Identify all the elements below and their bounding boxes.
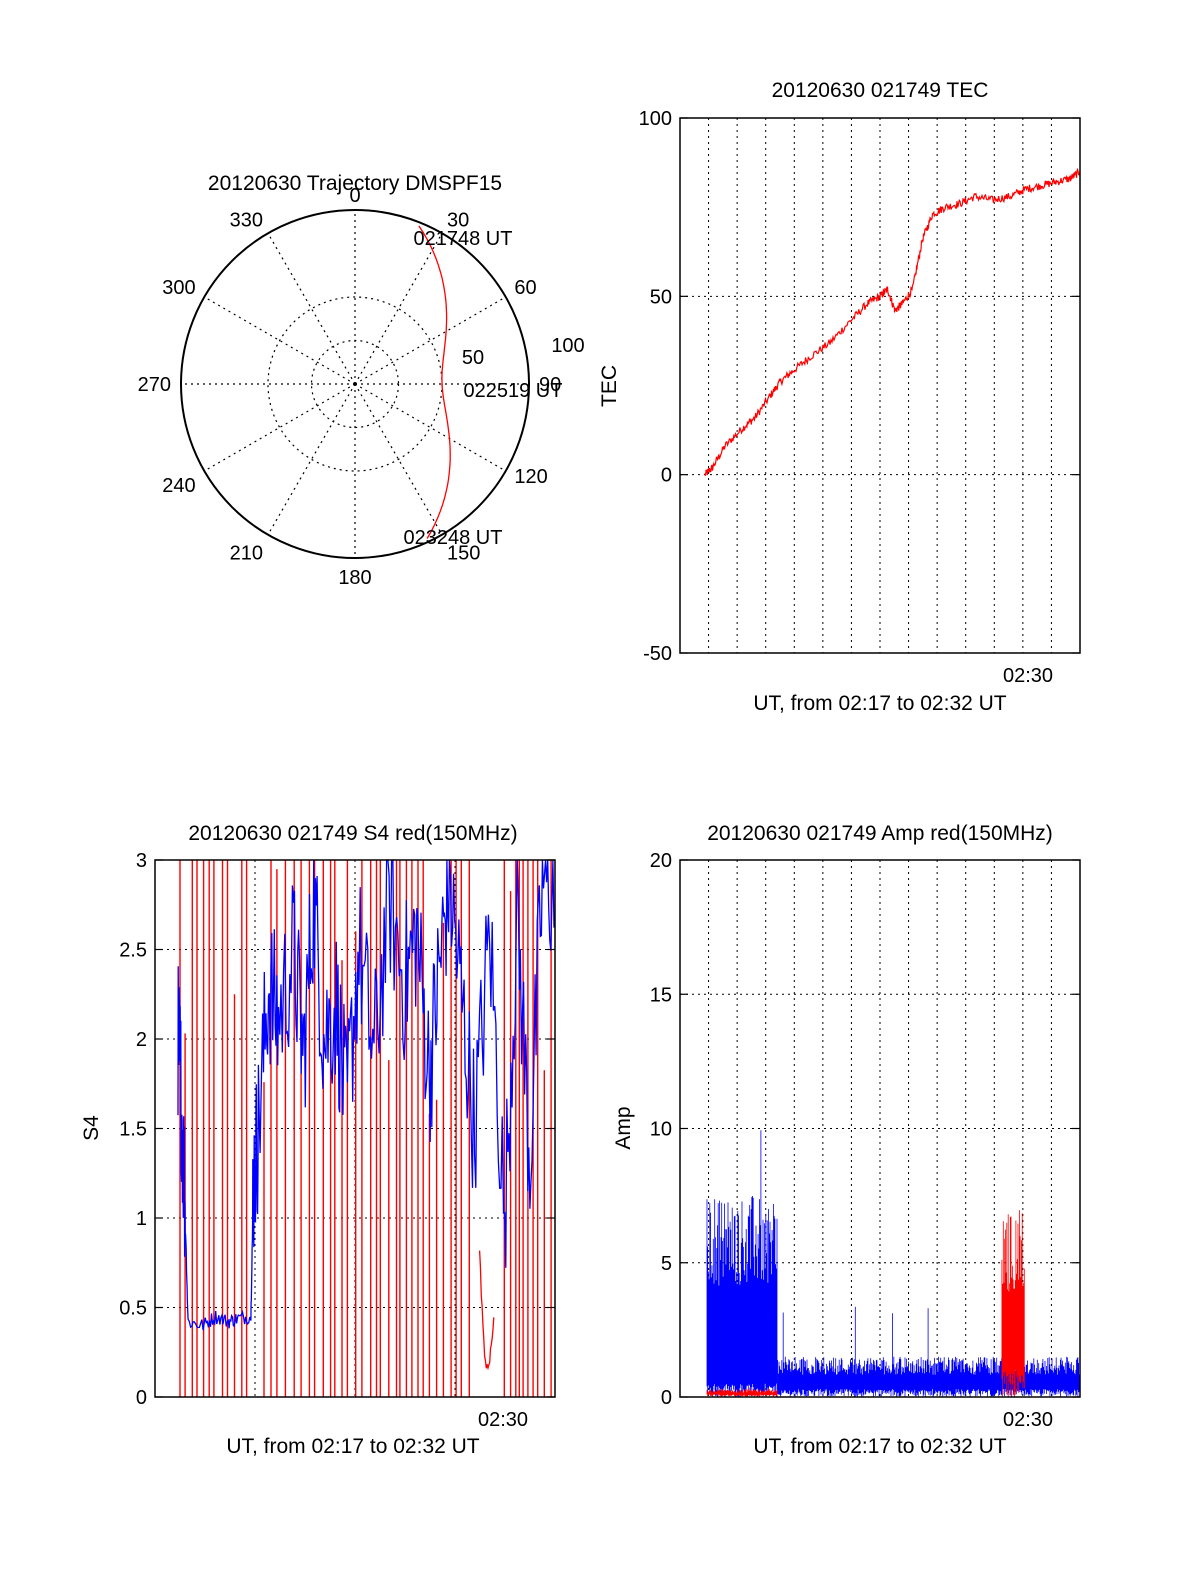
polar-angle-label-210: 210 [230, 542, 263, 564]
tec-line [704, 167, 1081, 476]
amp-panel: 20120630 021749 Amp red(150MHz) 20 15 10 5 0… [612, 822, 1081, 1458]
tec-x-tick-label: 02:30 [1003, 665, 1053, 687]
amp-blue-band [706, 1130, 778, 1397]
tec-x-label: UT, from 02:17 to 02:32 UT [753, 692, 1006, 715]
s4-x-tick-label: 02:30 [478, 1409, 528, 1431]
trajectory-line [418, 225, 451, 539]
polar-spoke-210 [267, 383, 356, 535]
s4-y-tick-2.5: 2.5 [119, 940, 147, 962]
amp-red-band [706, 1387, 778, 1397]
polar-spoke-240 [204, 383, 356, 472]
tec-y-tick--50: -50 [643, 643, 672, 665]
polar-angle-label-270: 270 [138, 374, 171, 396]
trajectory-mid-label: 022519 UT [464, 380, 563, 402]
polar-angle-label-60: 60 [514, 277, 536, 299]
amp-y-ticks: 20 15 10 5 0 [650, 850, 1080, 1409]
polar-spoke-30 [354, 233, 443, 385]
amp-x-tick-label: 02:30 [1003, 1409, 1053, 1431]
polar-angle-label-30: 30 [447, 210, 469, 232]
s4-y-tick-0.5: 0.5 [119, 1298, 147, 1320]
polar-angle-label-180: 180 [338, 567, 371, 589]
polar-angle-label-90: 90 [539, 374, 561, 396]
tec-title: 20120630 021749 TEC [772, 79, 989, 102]
amp-x-label: UT, from 02:17 to 02:32 UT [753, 1435, 1006, 1458]
tec-y-label: TEC [598, 365, 621, 407]
tec-y-ticks: 100 50 0 -50 [639, 108, 1080, 665]
amp-y-tick-20: 20 [650, 850, 672, 872]
polar-angle-label-300: 300 [162, 277, 195, 299]
s4-y-tick-1: 1 [136, 1208, 147, 1230]
s4-y-tick-2: 2 [136, 1029, 147, 1051]
amp-series [706, 1130, 1080, 1397]
trajectory-start-label: 021748 UT [414, 228, 513, 250]
polar-radial-label-100: 100 [551, 335, 584, 357]
polar-angle-ticks: 0 30 60 90 120 150 180 210 240 270 300 330 [138, 185, 562, 589]
amp-grid [680, 860, 1080, 1397]
tec-series [704, 167, 1081, 476]
amp-blue-band [777, 1306, 1080, 1397]
polar-angle-label-0: 0 [349, 185, 360, 207]
polar-spoke-300 [204, 296, 356, 385]
s4-y-tick-3: 3 [136, 850, 147, 872]
polar-spoke-60 [354, 296, 506, 385]
tec-frame [679, 117, 1081, 654]
s4-panel: 20120630 021749 S4 red(150MHz) 3 2.5 2 1.5 1… [80, 822, 556, 1458]
s4-y-tick-1.5: 1.5 [119, 1119, 147, 1141]
polar-angle-label-150: 150 [447, 542, 480, 564]
tec-grid [680, 118, 1080, 653]
s4-y-label: S4 [80, 1115, 103, 1141]
polar-angle-label-240: 240 [162, 475, 195, 497]
s4-y-ticks: 3 2.5 2 1.5 1 0.5 0 [119, 850, 555, 1409]
s4-title: 20120630 021749 S4 red(150MHz) [188, 822, 517, 845]
amp-red-band [1001, 1210, 1025, 1397]
s4-blue-line [177, 858, 555, 1331]
polar-title: 20120630 Trajectory DMSPF15 [208, 172, 502, 195]
s4-series [177, 858, 555, 1371]
amp-y-tick-15: 15 [650, 984, 672, 1006]
polar-angle-label-120: 120 [514, 466, 547, 488]
tec-y-tick-0: 0 [661, 465, 672, 487]
tec-y-tick-50: 50 [650, 286, 672, 308]
s4-y-tick-0: 0 [136, 1387, 147, 1409]
polar-spoke-330 [267, 233, 356, 385]
amp-y-tick-10: 10 [650, 1119, 672, 1141]
trajectory-end-label: 023248 UT [404, 527, 503, 549]
s4-red-line [478, 1250, 495, 1371]
s4-red-spikes [179, 860, 552, 1397]
amp-title: 20120630 021749 Amp red(150MHz) [707, 822, 1053, 845]
amp-y-tick-5: 5 [661, 1253, 672, 1275]
s4-x-label: UT, from 02:17 to 02:32 UT [226, 1435, 479, 1458]
tec-y-tick-100: 100 [639, 108, 672, 130]
amp-y-tick-0: 0 [661, 1387, 672, 1409]
polar-spoke-120 [354, 383, 506, 472]
polar-grid [181, 210, 529, 558]
polar-outer-circle [180, 209, 530, 559]
polar-angle-label-330: 330 [230, 210, 263, 232]
polar-spoke-150 [354, 383, 443, 535]
amp-y-label: Amp [612, 1106, 635, 1149]
tec-panel: 20120630 021749 TEC 100 50 0 -50 02:30 UT, … [598, 79, 1081, 715]
polar-panel: 20120630 Trajectory DMSPF15 0 30 60 90 120 15… [138, 172, 585, 589]
polar-radial-label-50: 50 [462, 347, 484, 369]
